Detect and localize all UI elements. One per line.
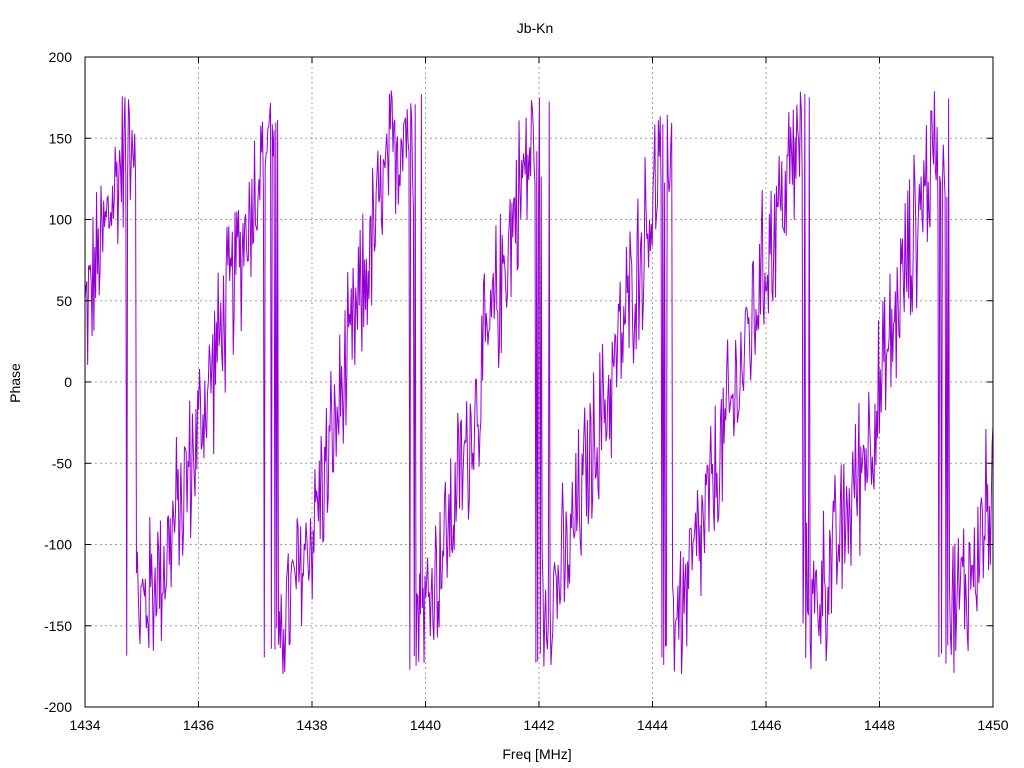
x-tick-label: 1438 — [296, 717, 327, 733]
y-tick-label: 200 — [49, 49, 73, 65]
y-tick-label: 150 — [49, 130, 73, 146]
axis-ticks — [84, 56, 994, 708]
y-tick-label: -50 — [52, 455, 72, 471]
x-tick-label: 1436 — [183, 717, 214, 733]
y-tick-label: 100 — [49, 212, 73, 228]
x-tick-labels: 1434 1436 1438 1440 1442 1444 1446 1448 1450 — [69, 717, 1008, 733]
x-tick-label: 1444 — [637, 717, 668, 733]
y-tick-label: -200 — [44, 699, 72, 715]
y-tick-labels: -200 -150 -100 -50 0 50 100 150 200 — [44, 49, 72, 715]
y-tick-label: -100 — [44, 537, 72, 553]
y-tick-label: -150 — [44, 618, 72, 634]
x-tick-label: 1448 — [864, 717, 895, 733]
x-tick-label: 1434 — [69, 717, 100, 733]
x-tick-label: 1440 — [410, 717, 441, 733]
x-tick-label: 1442 — [523, 717, 554, 733]
chart-title: Jb-Kn — [517, 20, 554, 36]
y-tick-label: 0 — [64, 374, 72, 390]
x-tick-label: 1446 — [750, 717, 781, 733]
x-axis-label: Freq [MHz] — [502, 746, 571, 762]
data-series — [84, 90, 994, 675]
phase-series-line — [84, 90, 994, 675]
y-axis-label: Phase — [7, 363, 23, 403]
x-tick-label: 1450 — [977, 717, 1008, 733]
y-tick-label: 50 — [56, 293, 72, 309]
